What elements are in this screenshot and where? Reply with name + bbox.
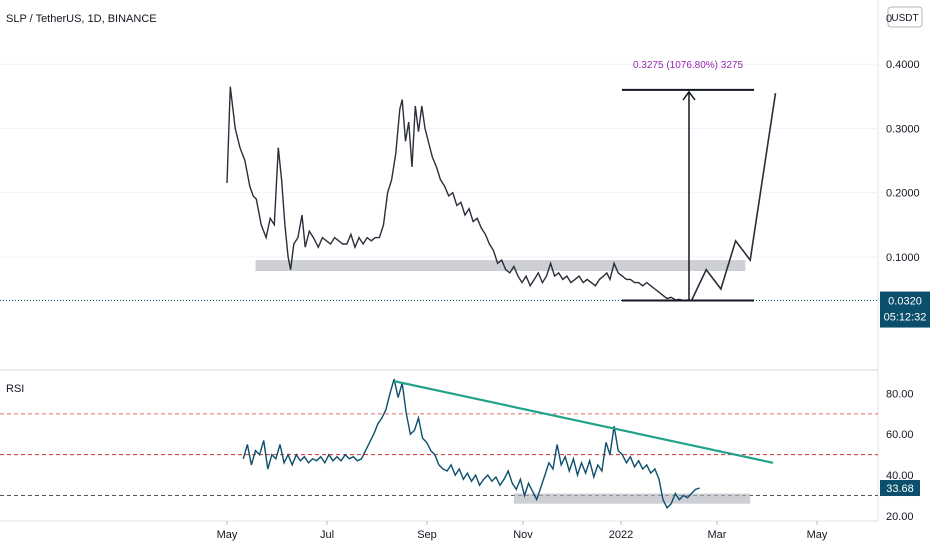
rsi-support-band[interactable] bbox=[513, 493, 751, 504]
time-tick-label: 2022 bbox=[609, 529, 633, 541]
time-axis-ticks: May Jul Sep Nov 2022 Mar May bbox=[217, 521, 828, 541]
rsi-last-value-marker: 33.68 bbox=[880, 480, 920, 497]
rsi-trendline-group[interactable] bbox=[393, 380, 774, 464]
rsi-series bbox=[242, 378, 700, 509]
price-tick-label: 0.1000 bbox=[886, 252, 920, 264]
price-tick-label: 0.2000 bbox=[886, 188, 920, 200]
price-support-zone[interactable] bbox=[255, 260, 746, 272]
last-price-value: 0.0320 bbox=[888, 296, 922, 308]
rsi-axis-ticks: 80.00 60.00 40.00 20.00 bbox=[886, 388, 914, 523]
projection-path[interactable] bbox=[690, 92, 777, 301]
time-tick-label: Mar bbox=[708, 529, 727, 541]
time-tick-label: Nov bbox=[513, 529, 533, 541]
rsi-value-badge bbox=[880, 480, 920, 497]
rsi-title[interactable]: RSI bbox=[6, 383, 24, 395]
currency-label: USDT bbox=[891, 13, 918, 24]
rsi-trendline[interactable] bbox=[393, 380, 774, 464]
time-tick-label: Jul bbox=[320, 529, 334, 541]
price-series bbox=[0, 86, 878, 302]
rsi-tick-label: 40.00 bbox=[886, 470, 914, 482]
time-tick-label: Sep bbox=[417, 529, 437, 541]
currency-button[interactable]: USDT bbox=[887, 6, 923, 28]
support-band[interactable] bbox=[255, 260, 746, 272]
measure-label: 0.3275 (1076.80%) 3275 bbox=[633, 60, 744, 71]
rsi-tick-label: 80.00 bbox=[886, 388, 914, 400]
bar-countdown: 05:12:32 bbox=[884, 312, 927, 324]
last-price-badge bbox=[880, 291, 930, 328]
rsi-support-zone[interactable] bbox=[513, 493, 751, 504]
symbol-title[interactable]: SLP / TetherUS, 1D, BINANCE bbox=[6, 13, 157, 25]
rsi-line bbox=[242, 378, 700, 509]
rsi-value-label: 33.68 bbox=[886, 483, 914, 495]
measure-arrow-head bbox=[682, 90, 696, 101]
projection-drawing[interactable]: 0.3275 (1076.80%) 3275 bbox=[622, 60, 777, 302]
price-axis-top-label: 0 bbox=[886, 13, 892, 25]
price-axis-ticks: 0.4000 0.3000 0.2000 0.1000 bbox=[0, 59, 920, 264]
price-tick-label: 0.4000 bbox=[886, 59, 920, 71]
time-tick-label: May bbox=[217, 529, 238, 541]
rsi-tick-label: 20.00 bbox=[886, 511, 914, 523]
rsi-tick-label: 60.00 bbox=[886, 429, 914, 441]
time-tick-label: May bbox=[807, 529, 828, 541]
price-line bbox=[226, 86, 692, 302]
price-tick-label: 0.3000 bbox=[886, 123, 920, 135]
rsi-levels bbox=[0, 413, 878, 497]
last-price-marker: 0.0320 05:12:32 bbox=[880, 291, 930, 328]
